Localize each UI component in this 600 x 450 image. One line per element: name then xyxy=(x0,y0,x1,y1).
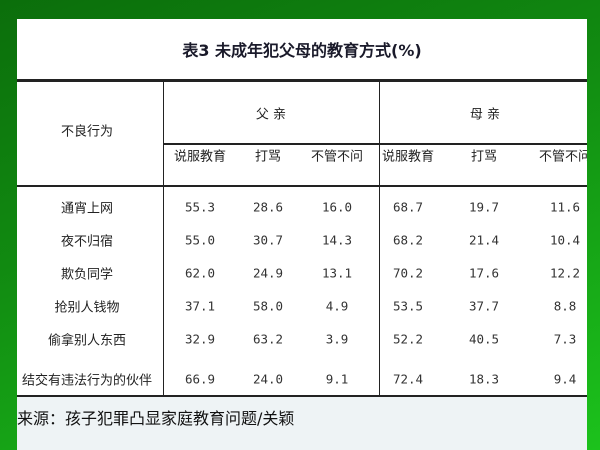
table-cell: 30.7 xyxy=(252,232,284,248)
table-cell: 28.6 xyxy=(252,199,284,215)
table-cell: 68.7 xyxy=(392,199,424,215)
table-cell: 19.7 xyxy=(468,199,500,215)
column-header: 说服教育 xyxy=(173,149,227,165)
table-cell: 11.6 xyxy=(549,199,581,215)
table-cell: 40.5 xyxy=(468,331,500,347)
row-label: 结交有违法行为的伙伴 xyxy=(21,373,153,389)
divider xyxy=(17,395,587,398)
column-header: 打骂 xyxy=(254,149,282,165)
divider xyxy=(163,81,164,397)
table-cell: 13.1 xyxy=(321,265,353,281)
table-cell: 37.1 xyxy=(184,298,216,314)
row-label: 夜不归宿 xyxy=(60,234,114,250)
table-cell: 9.1 xyxy=(325,371,349,387)
row-header: 不良行为 xyxy=(60,124,114,140)
group-father: 父 亲 xyxy=(255,107,287,123)
divider xyxy=(379,81,380,397)
table-panel: 表3 未成年犯父母的教育方式(%) 不良行为 父 亲 母 亲 说服教育 打骂 不管不… xyxy=(17,19,587,450)
table-cell: 55.3 xyxy=(184,199,216,215)
table-cell: 24.9 xyxy=(252,265,284,281)
column-header: 不管不问 xyxy=(310,149,364,165)
table-cell: 55.0 xyxy=(184,232,216,248)
table-cell: 17.6 xyxy=(468,265,500,281)
table-cell: 70.2 xyxy=(392,265,424,281)
table-cell: 37.7 xyxy=(468,298,500,314)
source-text: 来源：孩子犯罪凸显家庭教育问题/关颖 xyxy=(17,409,295,428)
row-label: 抢别人钱物 xyxy=(54,300,120,316)
table-cell: 16.0 xyxy=(321,199,353,215)
source-note: 来源：孩子犯罪凸显家庭教育问题/关颖 xyxy=(17,397,587,450)
table-cell: 53.5 xyxy=(392,298,424,314)
table-cell: 4.9 xyxy=(325,298,349,314)
column-header: 说服教育 xyxy=(381,149,435,165)
row-label: 偷拿别人东西 xyxy=(47,333,127,349)
table-cell: 72.4 xyxy=(392,371,424,387)
column-header: 打骂 xyxy=(470,149,498,165)
row-label: 通宵上网 xyxy=(60,201,114,217)
table-cell: 14.3 xyxy=(321,232,353,248)
table-cell: 7.3 xyxy=(553,331,577,347)
column-header: 不管不问 xyxy=(538,149,587,165)
table-cell: 9.4 xyxy=(553,371,577,387)
table-cell: 58.0 xyxy=(252,298,284,314)
group-mother: 母 亲 xyxy=(469,107,501,123)
divider xyxy=(17,79,587,82)
table-cell: 12.2 xyxy=(549,265,581,281)
divider xyxy=(163,143,587,145)
table-cell: 32.9 xyxy=(184,331,216,347)
table-cell: 52.2 xyxy=(392,331,424,347)
divider xyxy=(17,185,587,187)
table-title: 表3 未成年犯父母的教育方式(%) xyxy=(182,41,422,60)
table-cell: 66.9 xyxy=(184,371,216,387)
table-cell: 3.9 xyxy=(325,331,349,347)
row-label: 欺负同学 xyxy=(60,267,114,283)
table-cell: 62.0 xyxy=(184,265,216,281)
table-cell: 8.8 xyxy=(553,298,577,314)
table-cell: 68.2 xyxy=(392,232,424,248)
table-cell: 21.4 xyxy=(468,232,500,248)
table-cell: 18.3 xyxy=(468,371,500,387)
table-cell: 63.2 xyxy=(252,331,284,347)
table-cell: 10.4 xyxy=(549,232,581,248)
table-cell: 24.0 xyxy=(252,371,284,387)
